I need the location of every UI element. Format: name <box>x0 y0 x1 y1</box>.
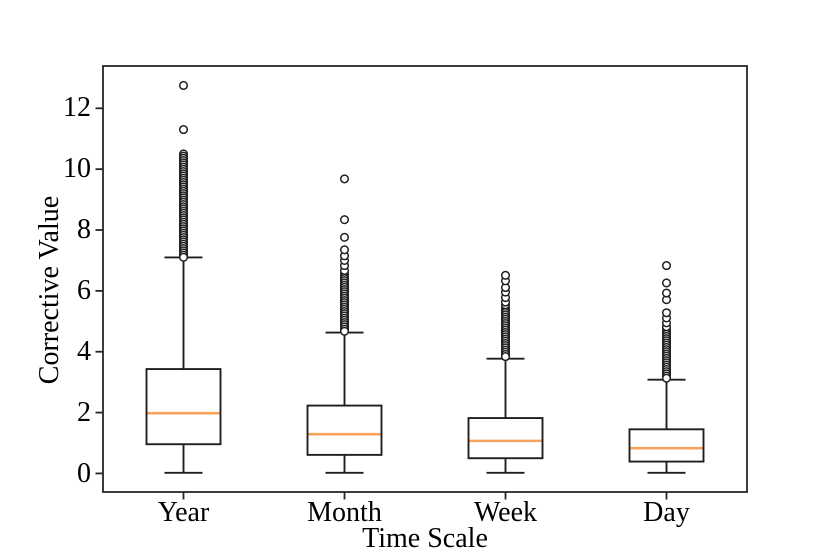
outlier-point <box>178 125 189 135</box>
x-axis-title: Time Scale <box>362 523 488 554</box>
x-tick-label-week: Week <box>473 497 538 528</box>
outlier-point <box>178 80 189 91</box>
box-group-year <box>145 80 222 474</box>
y-tick-label-0: 0 <box>77 457 91 489</box>
outlier-point <box>661 278 672 288</box>
outlier-point <box>661 288 672 298</box>
outlier-point <box>500 352 511 362</box>
y-tick-label-12: 12 <box>63 92 91 124</box>
box-group-day <box>628 261 705 474</box>
y-tick-label-2: 2 <box>77 396 91 428</box>
y-tick-label-4: 4 <box>77 335 91 367</box>
x-tick-label-day: Day <box>643 497 690 528</box>
plot-border <box>102 65 748 493</box>
iqr-box <box>306 404 383 456</box>
iqr-box <box>628 428 705 463</box>
x-tick-label-year: Year <box>157 497 210 528</box>
outlier-point <box>339 245 350 255</box>
outlier-point <box>661 261 672 271</box>
y-tick-label-6: 6 <box>77 274 91 306</box>
iqr-box <box>467 417 544 460</box>
outlier-point <box>661 308 672 318</box>
outlier-point <box>178 252 189 262</box>
outlier-point <box>339 326 350 336</box>
y-tick-label-10: 10 <box>63 153 91 185</box>
outlier-point <box>339 174 350 184</box>
outlier-point <box>500 270 511 280</box>
outlier-point <box>661 373 672 383</box>
y-tick-label-8: 8 <box>77 214 91 245</box>
box-group-month <box>306 174 383 474</box>
outlier-point <box>339 215 350 225</box>
x-tick-label-month: Month <box>307 497 382 528</box>
outlier-point <box>339 232 350 242</box>
box-group-week <box>467 270 544 474</box>
iqr-box <box>145 368 222 446</box>
